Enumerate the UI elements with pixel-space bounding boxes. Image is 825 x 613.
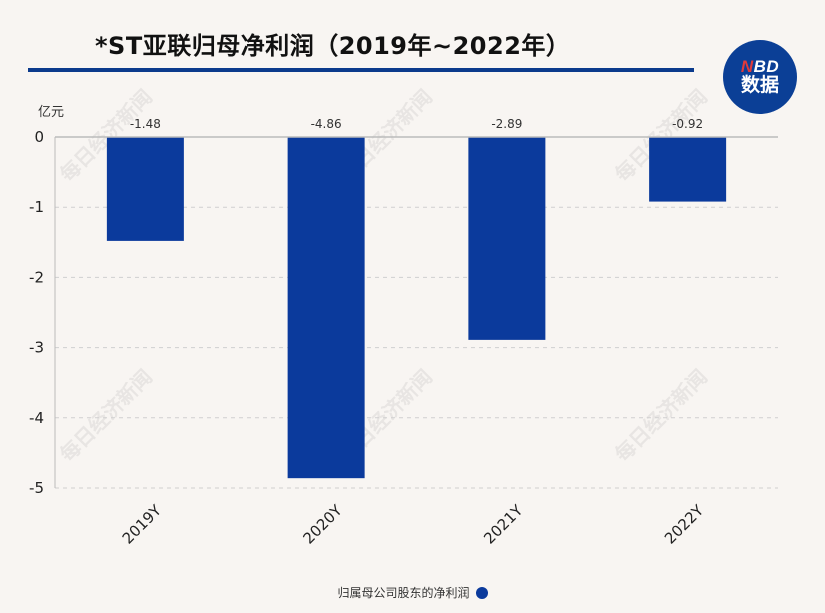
y-axis-label: 亿元 bbox=[38, 105, 64, 120]
y-tick-label: -5 bbox=[29, 479, 44, 497]
bar bbox=[106, 137, 184, 241]
nbd-logo: NBD 数据 bbox=[723, 40, 797, 114]
x-tick-label: 2020Y bbox=[299, 501, 346, 548]
legend-swatch bbox=[475, 586, 488, 599]
y-tick-label: -4 bbox=[29, 409, 44, 427]
legend: 归属母公司股东的净利润 bbox=[0, 584, 825, 601]
bar bbox=[468, 137, 546, 340]
title-underline bbox=[28, 68, 694, 72]
x-tick-label: 2022Y bbox=[661, 501, 708, 548]
bar bbox=[649, 137, 727, 202]
y-tick-label: 0 bbox=[34, 128, 44, 146]
bar bbox=[287, 137, 365, 479]
data-label: -4.86 bbox=[311, 117, 342, 131]
data-label: -1.48 bbox=[130, 117, 161, 131]
legend-label: 归属母公司股东的净利润 bbox=[337, 586, 470, 600]
y-tick-label: -2 bbox=[29, 268, 44, 286]
x-tick-label: 2019Y bbox=[119, 501, 166, 548]
x-tick-label: 2021Y bbox=[480, 501, 527, 548]
chart-title: *ST亚联归母净利润（2019年~2022年） bbox=[95, 32, 571, 60]
y-tick-label: -1 bbox=[29, 198, 44, 216]
data-label: -2.89 bbox=[491, 117, 522, 131]
y-tick-label: -3 bbox=[29, 339, 44, 357]
data-label: -0.92 bbox=[672, 117, 703, 131]
